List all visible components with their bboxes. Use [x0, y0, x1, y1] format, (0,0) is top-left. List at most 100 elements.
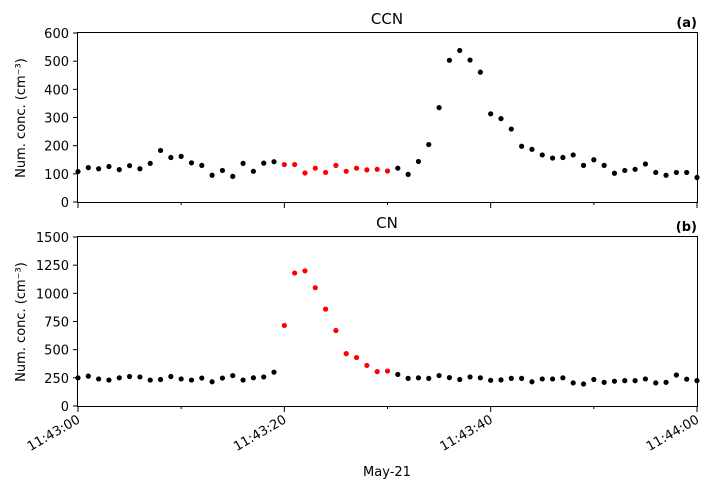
data-point — [415, 375, 422, 381]
panel-ccn-points — [75, 47, 700, 181]
data-point — [188, 377, 195, 383]
data-point — [261, 374, 267, 380]
data-point — [374, 166, 380, 172]
data-point — [271, 159, 277, 165]
data-point — [85, 373, 91, 379]
data-point — [240, 377, 246, 383]
data-point — [96, 376, 102, 382]
data-point — [374, 369, 380, 375]
data-point — [622, 378, 628, 384]
data-point — [157, 147, 164, 154]
data-point — [395, 165, 401, 171]
y-tick-label: 500 — [44, 55, 69, 70]
data-point — [498, 116, 504, 122]
data-point — [178, 153, 184, 159]
data-point — [343, 168, 349, 174]
data-point — [549, 155, 556, 161]
data-point — [199, 375, 205, 381]
data-point — [292, 161, 298, 168]
data-point — [116, 167, 122, 173]
y-tick-label: 200 — [44, 140, 69, 155]
data-point — [323, 169, 329, 176]
data-point — [106, 377, 112, 383]
data-point — [591, 376, 597, 383]
y-tick-label: 300 — [44, 112, 69, 127]
data-point — [508, 375, 514, 381]
y-tick-label: 0 — [61, 400, 69, 415]
data-point — [333, 327, 339, 334]
data-point — [384, 168, 391, 174]
panel-ccn-yticks: 0 100 200 300 400 500 600 — [44, 27, 78, 211]
data-point — [580, 162, 587, 168]
data-point — [261, 160, 267, 166]
data-point — [209, 379, 215, 385]
data-point — [281, 161, 287, 168]
data-point — [126, 163, 133, 169]
data-point — [457, 376, 463, 383]
data-point — [302, 170, 308, 176]
data-point — [446, 57, 452, 63]
data-point — [539, 152, 545, 158]
panel-ccn-ylabel: Num. conc. (cm⁻³) — [14, 58, 29, 178]
panel-ccn: CCN (a) 0 100 200 300 400 500 600 Num. conc. (… — [14, 10, 700, 211]
data-point — [684, 376, 690, 382]
data-point — [560, 375, 566, 381]
data-point — [529, 146, 535, 152]
panel-cn-frame — [77, 236, 698, 407]
data-point — [353, 354, 360, 361]
data-point — [405, 171, 411, 177]
data-point — [230, 372, 236, 379]
data-point — [364, 362, 370, 369]
data-point — [549, 376, 556, 382]
panel-cn-title: CN — [376, 214, 398, 232]
y-tick-label: 100 — [44, 168, 69, 183]
data-point — [632, 378, 638, 384]
data-point — [395, 371, 401, 378]
data-point — [126, 373, 133, 380]
data-point — [219, 375, 226, 381]
data-point — [653, 169, 659, 176]
data-point — [250, 168, 256, 174]
data-point — [240, 160, 246, 167]
data-point — [539, 376, 545, 382]
data-point — [312, 165, 318, 171]
data-point — [168, 373, 174, 380]
data-point — [292, 270, 298, 276]
y-tick-label: 1250 — [36, 259, 69, 274]
data-point — [477, 69, 483, 75]
data-point — [312, 285, 318, 291]
data-point — [467, 374, 473, 380]
data-point — [519, 375, 525, 381]
data-point — [168, 154, 174, 161]
data-point — [302, 268, 308, 274]
data-point — [663, 172, 669, 178]
panel-ccn-title: CCN — [371, 10, 403, 28]
y-tick-label: 600 — [44, 27, 69, 42]
data-point — [137, 166, 143, 172]
data-point — [405, 375, 411, 381]
data-point — [271, 369, 277, 375]
data-point — [632, 166, 638, 172]
data-point — [85, 165, 91, 171]
data-point — [570, 380, 576, 386]
data-point — [642, 161, 649, 167]
data-point — [426, 141, 432, 148]
panel-cn-label: (b) — [676, 220, 697, 235]
data-point — [426, 375, 432, 381]
y-tick-label: 1500 — [36, 231, 69, 246]
data-point — [147, 160, 153, 167]
data-point — [178, 376, 184, 382]
data-point — [642, 376, 649, 382]
data-point — [188, 160, 195, 166]
data-point — [488, 377, 494, 383]
panel-cn: CN (b) 0 250 500 750 1000 1250 1500 Num. conc.… — [14, 214, 700, 415]
data-point — [601, 162, 607, 168]
data-point — [116, 375, 122, 381]
data-point — [250, 375, 256, 381]
data-point — [343, 351, 349, 357]
data-point — [529, 379, 535, 385]
data-point — [673, 169, 679, 176]
data-point — [323, 306, 329, 312]
